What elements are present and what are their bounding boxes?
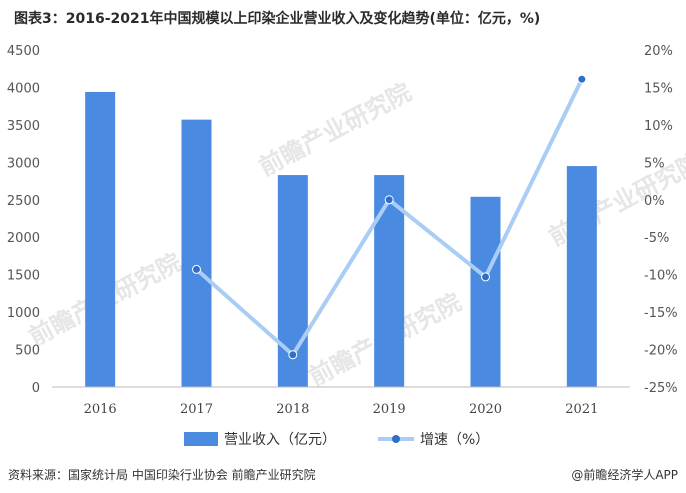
bar-2020	[470, 196, 501, 387]
growth-point-2021	[577, 74, 587, 84]
y-left-tick: 3500	[7, 119, 40, 134]
y-left-tick: 3000	[7, 156, 40, 171]
y-right-tick: 5%	[644, 156, 665, 171]
x-tick-label: 2020	[469, 402, 502, 417]
x-tick-label: 2017	[180, 402, 213, 417]
y-left-tick: 2000	[7, 231, 40, 246]
growth-point-2019	[384, 195, 394, 205]
y-right-tick: 15%	[644, 81, 673, 96]
x-tick-label: 2018	[276, 402, 309, 417]
y-right-tick: 0%	[644, 194, 665, 209]
legend-line-label: 增速（%）	[420, 432, 489, 448]
y-left-tick: 4500	[7, 44, 40, 59]
y-right-tick: -20%	[644, 344, 678, 359]
y-left-tick: 500	[15, 344, 40, 359]
source-note: 资料来源：国家统计局 中国印染行业协会 前瞻产业研究院	[8, 468, 316, 482]
y-right-tick: -10%	[644, 269, 678, 284]
brand-credit: @前瞻经济学人APP	[571, 468, 678, 482]
y-left-tick: 1500	[7, 269, 40, 284]
growth-point-2017	[192, 264, 201, 274]
x-tick-label: 2016	[84, 402, 117, 417]
y-left-tick: 4000	[7, 81, 40, 96]
y-right-tick: -5%	[644, 231, 669, 246]
y-right-tick: 10%	[644, 119, 673, 134]
y-left-tick: 1000	[7, 306, 40, 321]
bar-2017	[181, 119, 212, 387]
growth-point-2018	[288, 350, 298, 360]
y-right-tick: -15%	[644, 306, 678, 321]
y-right-tick: 20%	[644, 44, 673, 59]
growth-point-2020	[481, 272, 490, 282]
y-left-tick: 0	[32, 381, 40, 396]
bar-2016	[85, 91, 116, 387]
y-right-tick: -25%	[644, 381, 678, 396]
x-tick-label: 2019	[373, 402, 406, 417]
y-left-tick: 2500	[7, 194, 40, 209]
legend-bar-label: 营业收入（亿元）	[224, 432, 336, 448]
bar-2019	[374, 175, 405, 387]
legend-bar-swatch	[184, 432, 218, 446]
chart-title: 图表3：2016-2021年中国规模以上印染企业营业收入及变化趋势(单位：亿元，…	[14, 11, 541, 27]
legend-line-marker	[392, 435, 400, 443]
bar-2021	[566, 166, 597, 387]
x-tick-label: 2021	[565, 402, 598, 417]
